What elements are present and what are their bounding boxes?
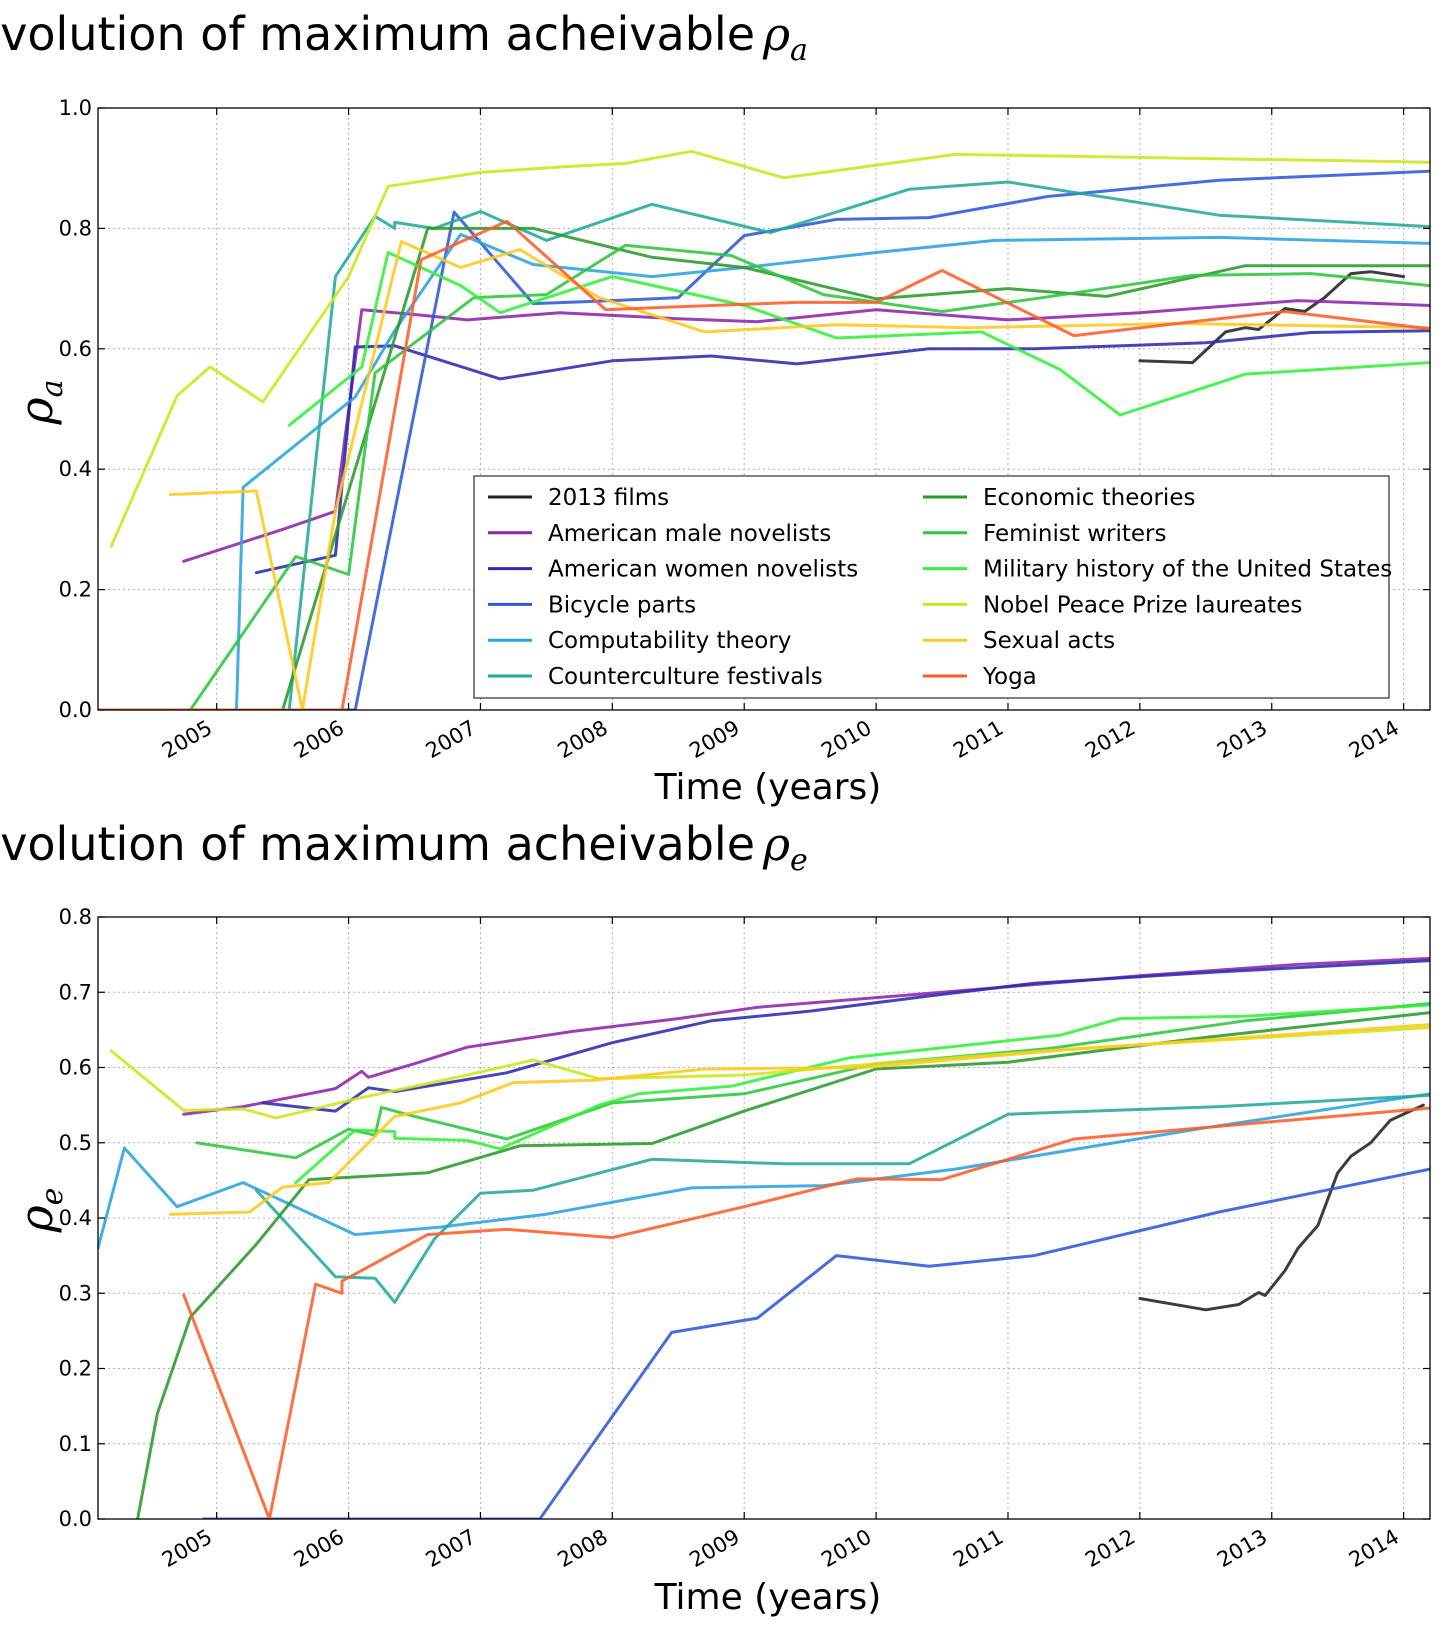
y-tick-label: 0.2 [59, 1357, 92, 1381]
series-line [109, 149, 1430, 548]
series-line [254, 329, 1430, 575]
series-line [182, 1106, 1430, 1519]
legend-item: Bicycle parts [488, 592, 696, 618]
legend: 2013 films American male novelists America… [473, 475, 1392, 699]
legend-item: Counterculture festivals [488, 664, 823, 690]
legend-label: Economic theories [983, 485, 1195, 511]
x-tick-label: 2013 [1213, 1525, 1271, 1573]
series-line [98, 180, 1430, 710]
series-line [202, 1167, 1430, 1519]
y-axis-label: ρe [9, 1188, 70, 1234]
legend-label: American women novelists [548, 557, 858, 583]
y-tick-label: 0.3 [59, 1281, 92, 1305]
series-line [136, 1011, 1430, 1519]
series-lines [98, 956, 1430, 1519]
y-tick-label: 0.8 [59, 216, 92, 240]
series-line [109, 1026, 1430, 1120]
legend-label: Yoga [982, 664, 1037, 690]
series-line [98, 226, 1430, 710]
x-tick-label: 2013 [1213, 716, 1271, 764]
legend-item: American women novelists [488, 557, 858, 583]
x-tick-label: 2010 [817, 1525, 875, 1573]
x-tick-label: 2007 [422, 716, 480, 764]
chart-title: Evolution of maximum acheivable [0, 817, 755, 871]
y-tick-label: 0.6 [59, 337, 92, 361]
x-tick-label: 2008 [554, 716, 612, 764]
x-tick-label: 2010 [817, 716, 875, 764]
y-tick-label: 0.7 [59, 980, 92, 1004]
x-axis-label: Time (years) [654, 767, 882, 808]
series-line [98, 1092, 1430, 1250]
legend-item: Economic theories [923, 485, 1195, 511]
series-line [254, 1093, 1430, 1304]
legend-label: Bicycle parts [548, 592, 696, 618]
y-tick-label: 0.4 [59, 457, 92, 481]
x-tick-label: 2009 [685, 716, 743, 764]
legend-item: American male novelists [488, 521, 831, 547]
y-tick-label: 0.0 [59, 698, 92, 722]
legend-label: Feminist writers [983, 521, 1166, 547]
x-axis-label: Time (years) [654, 1577, 882, 1618]
grid [98, 917, 1430, 1519]
legend-label: Computability theory [548, 628, 791, 654]
y-tick-label: 0.4 [59, 1206, 92, 1230]
x-tick-label: 2007 [422, 1525, 480, 1573]
series-line [1138, 1103, 1425, 1312]
legend-item: Sexual acts [923, 628, 1115, 654]
y-axis-label: ρa [9, 380, 70, 426]
chart-title-symbol: ρe [762, 817, 808, 878]
series-line [261, 959, 1430, 1113]
y-tick-label: 0.1 [59, 1432, 92, 1456]
legend-label: Counterculture festivals [548, 664, 823, 690]
x-tick-label: 2006 [290, 1525, 348, 1573]
chart-rho-a: Evolution of maximum acheivable ρa ρa Ti… [0, 7, 1431, 808]
y-tick-label: 0.8 [59, 905, 92, 929]
plot-frame [97, 107, 1431, 711]
x-tick-label: 2008 [554, 1525, 612, 1573]
legend-label: 2013 films [548, 485, 669, 511]
y-tick-label: 0.6 [59, 1056, 92, 1080]
x-tick-label: 2005 [158, 1525, 216, 1573]
x-tick-label: 2012 [1081, 716, 1139, 764]
legend-box [473, 475, 1390, 699]
series-line [98, 232, 1430, 710]
y-tick-label: 0.5 [59, 1131, 92, 1155]
legend-label: Military history of the United States [983, 557, 1392, 583]
y-tick-label: 0.2 [59, 578, 92, 602]
x-tick-label: 2011 [949, 716, 1007, 764]
legend-item: Yoga [923, 664, 1037, 690]
legend-item: Feminist writers [923, 521, 1166, 547]
x-tick-label: 2014 [1345, 1525, 1403, 1573]
series-line [98, 219, 1430, 710]
series-line [98, 243, 1430, 710]
chart-rho-e: Evolution of maximum acheivable ρe ρe Ti… [0, 817, 1431, 1618]
legend-label: Nobel Peace Prize laureates [983, 592, 1302, 618]
chart-title: Evolution of maximum acheivable [0, 7, 755, 61]
series-line [169, 1023, 1430, 1216]
legend-item: 2013 films [488, 485, 669, 511]
legend-label: American male novelists [548, 521, 831, 547]
series-line [195, 1002, 1430, 1160]
legend-label: Sexual acts [983, 628, 1115, 654]
x-tick-label: 2005 [158, 716, 216, 764]
x-tick-label: 2011 [949, 1525, 1007, 1573]
y-tick-label: 1.0 [59, 96, 92, 120]
x-tick-label: 2012 [1081, 1525, 1139, 1573]
series-line [294, 1003, 1430, 1185]
series-lines [98, 149, 1430, 710]
series-line [169, 240, 1430, 710]
x-tick-label: 2014 [1345, 716, 1403, 764]
legend-item: Computability theory [488, 628, 791, 654]
x-tick-label: 2006 [290, 716, 348, 764]
y-tick-label: 0.0 [59, 1507, 92, 1531]
chart-title-symbol: ρa [762, 7, 808, 68]
series-line [182, 299, 1430, 563]
legend-item: Nobel Peace Prize laureates [923, 592, 1302, 618]
legend-item: Military history of the United States [923, 557, 1392, 583]
x-tick-label: 2009 [685, 1525, 743, 1573]
